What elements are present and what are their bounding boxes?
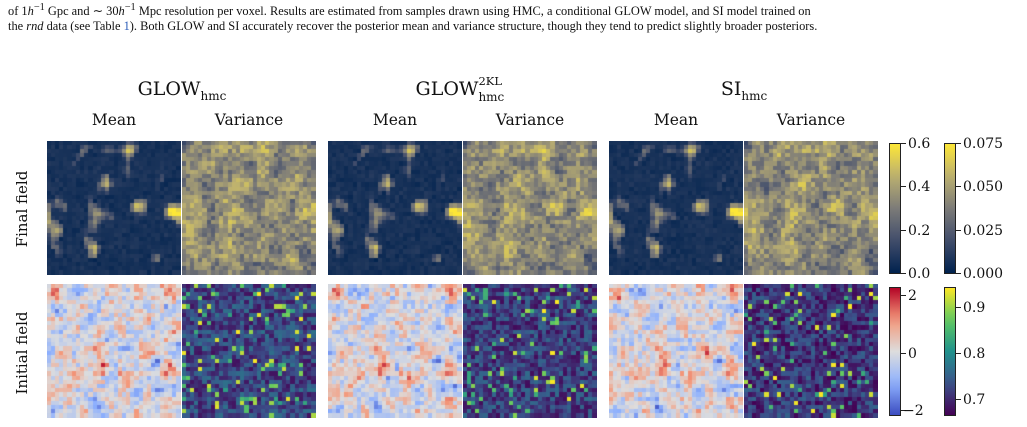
heatmap-final-mean-si	[609, 141, 743, 275]
colorbar-tick	[956, 230, 961, 231]
heatmap-initial-mean-glow	[47, 284, 181, 418]
figure-caption: of 1h−1 Gpc and ∼ 30h−1 Mpc resolution p…	[8, 0, 1020, 34]
colorbar-tick	[901, 186, 906, 187]
colorbar-tick	[956, 307, 961, 308]
row-label-final-field: Final field	[13, 170, 31, 248]
heatmap-final-mean-glow-2kl	[328, 141, 462, 275]
colorbar-initial-mean	[889, 287, 901, 416]
heatmap-final-variance-glow	[182, 141, 316, 275]
colorbar-tick-label: 0	[908, 346, 917, 362]
column-label-mean: Mean	[372, 111, 418, 129]
colorbar-tick-label: 0.050	[963, 179, 1004, 195]
model-title-glow-hmc: GLOWhmc	[137, 78, 227, 103]
heatmap-final-mean-glow	[47, 141, 181, 275]
colorbar-tick	[956, 143, 961, 144]
colorbar-tick-label: −2	[903, 403, 924, 419]
colorbar-tick	[901, 230, 906, 231]
heatmap-final-variance-si	[744, 141, 878, 275]
colorbar-tick-label: 0.0	[908, 266, 931, 282]
colorbar-tick-label: 0.9	[963, 300, 986, 316]
caption-line-1: of 1h−1 Gpc and ∼ 30h−1 Mpc resolution p…	[8, 2, 811, 19]
colorbar-initial-variance	[944, 287, 956, 416]
colorbar-tick	[901, 295, 906, 296]
heatmap-initial-variance-si	[744, 284, 878, 418]
column-label-variance: Variance	[776, 111, 846, 129]
colorbar-tick	[901, 410, 906, 411]
heatmap-initial-mean-glow-2kl	[328, 284, 462, 418]
colorbar-tick-label: 0.000	[963, 266, 1004, 282]
colorbar-tick	[956, 399, 961, 400]
colorbar-tick	[956, 273, 961, 274]
colorbar-tick-label: 0.6	[908, 136, 931, 152]
heatmap-initial-variance-glow-2kl	[463, 284, 597, 418]
model-title-si-hmc: SIhmc	[720, 78, 768, 103]
colorbar-tick-label: 0.4	[908, 179, 931, 195]
table-reference-link[interactable]: 1	[123, 19, 130, 34]
column-label-variance: Variance	[214, 111, 284, 129]
caption-line-2: the rnd data (see Table 1). Both GLOW an…	[8, 19, 818, 34]
colorbar-final-mean	[889, 143, 901, 274]
colorbar-tick-label: 0.7	[963, 392, 986, 408]
colorbar-tick	[901, 273, 906, 274]
model-title-glow-2kl-hmc: GLOW 2KL hmc	[415, 74, 505, 104]
column-label-mean: Mean	[91, 111, 137, 129]
colorbar-final-variance	[944, 143, 956, 274]
colorbar-tick	[901, 353, 906, 354]
colorbar-tick	[956, 186, 961, 187]
column-label-mean: Mean	[653, 111, 699, 129]
colorbar-tick	[901, 143, 906, 144]
row-label-initial-field: Initial field	[13, 311, 31, 395]
heatmap-final-variance-glow-2kl	[463, 141, 597, 275]
colorbar-tick	[956, 353, 961, 354]
colorbar-tick-label: 0.2	[908, 223, 931, 239]
heatmap-initial-variance-glow	[182, 284, 316, 418]
colorbar-tick-label: 0.025	[963, 223, 1004, 239]
colorbar-tick-label: 0.8	[963, 346, 986, 362]
colorbar-tick-label: 0.075	[963, 136, 1004, 152]
colorbar-tick-label: 2	[908, 288, 917, 304]
column-label-variance: Variance	[495, 111, 565, 129]
heatmap-initial-mean-si	[609, 284, 743, 418]
